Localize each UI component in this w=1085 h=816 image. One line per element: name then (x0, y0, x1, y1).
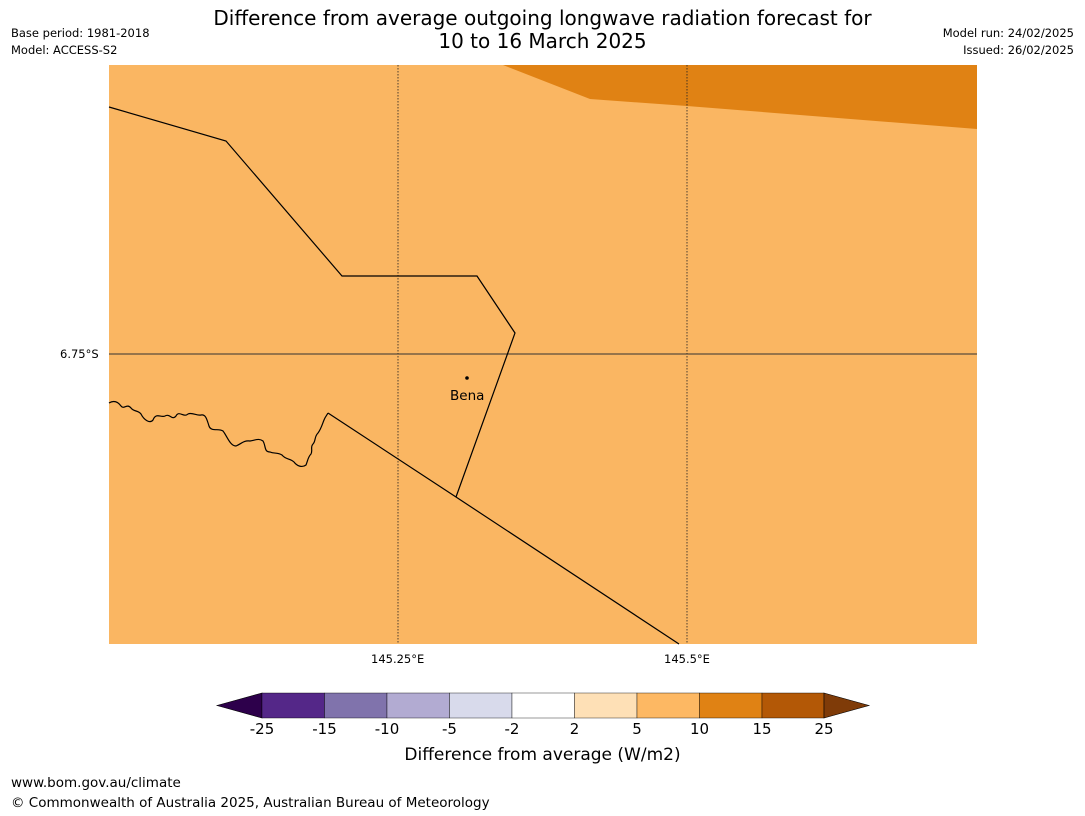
base-period: Base period: 1981-2018 (11, 26, 150, 40)
footer-url[interactable]: www.bom.gov.au/climate (11, 775, 181, 791)
colorbar-tick: 15 (752, 720, 772, 738)
model-name: Model: ACCESS-S2 (11, 43, 118, 57)
title-line-2: 10 to 16 March 2025 (438, 29, 647, 53)
colorbar-tick: -10 (374, 720, 400, 738)
colorbar-tick: -25 (249, 720, 275, 738)
map-background-fill (109, 65, 977, 644)
title-line-1: Difference from average outgoing longwav… (213, 6, 872, 30)
colorbar-tick: -2 (504, 720, 520, 738)
lon-label-1: 145.25°E (371, 652, 425, 666)
meta-right: Model run: 24/02/2025 Issued: 26/02/2025 (943, 25, 1074, 59)
place-label-bena: Bena (450, 388, 485, 404)
bena-location-marker (465, 376, 469, 380)
river-border (108, 400, 329, 468)
colorbar-tick: 2 (569, 720, 580, 738)
lon-label-2: 145.5°E (664, 652, 710, 666)
colorbar-tick: 5 (632, 720, 642, 738)
map-title: Difference from average outgoing longwav… (0, 7, 1085, 53)
province-border-south (327, 412, 680, 645)
colorbar-tick: 25 (814, 720, 834, 738)
footer-copyright: © Commonwealth of Australia 2025, Austra… (11, 795, 490, 811)
issued-date: Issued: 26/02/2025 (963, 43, 1074, 57)
colorbar-tick: -15 (312, 720, 337, 738)
colorbar-label: Difference from average (W/m2) (404, 745, 681, 765)
model-run: Model run: 24/02/2025 (942, 26, 1074, 40)
lat-label: 6.75°S (60, 347, 99, 361)
colorbar-tick: 10 (689, 720, 710, 738)
meta-left: Base period: 1981-2018 Model: ACCESS-S2 (11, 25, 150, 59)
colorbar-tick: -5 (442, 720, 457, 738)
anomaly-region-10-15 (503, 65, 977, 129)
province-border-north (108, 106, 516, 498)
